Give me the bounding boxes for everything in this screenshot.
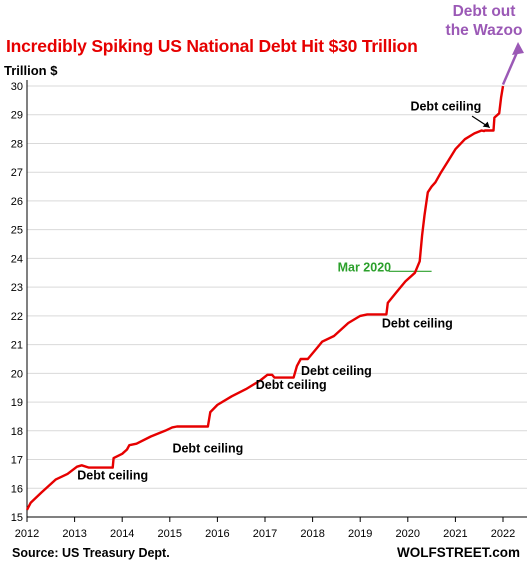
arrows: [471, 42, 524, 129]
debt-ceiling-arrow-head: [482, 121, 490, 128]
source-note: Source: US Treasury Dept.: [12, 546, 170, 560]
grid-lines: [27, 85, 527, 518]
y-tick-label-20: 20: [11, 368, 23, 380]
x-tick-label-2013: 2013: [62, 528, 86, 540]
x-tick-label-2017: 2017: [253, 528, 277, 540]
debt-wazoo-callout: Debt out the Wazoo: [440, 2, 528, 40]
x-tick-label-2012: 2012: [15, 528, 39, 540]
y-tick-label-21: 21: [11, 340, 23, 352]
annotation-debt-ceiling-3: Debt ceiling: [301, 364, 372, 378]
y-tick-label-26: 26: [11, 196, 23, 208]
x-tick-label-2021: 2021: [443, 528, 467, 540]
x-tick-label-2015: 2015: [158, 528, 182, 540]
y-axis: 15 16 17 18 19 20 21 22 23 24 25 26 27 28 29 30: [11, 80, 28, 524]
brand-logo-text: WOLFSTREET.com: [396, 545, 520, 560]
y-tick-label-29: 29: [11, 110, 23, 122]
y-tick-label-30: 30: [11, 81, 23, 93]
chart-title: Incredibly Spiking US National Debt Hit …: [6, 36, 418, 56]
y-tick-label-15: 15: [11, 512, 23, 524]
y-tick-label-24: 24: [11, 253, 23, 265]
debt-wazoo-text: Debt out the Wazoo: [445, 3, 523, 39]
y-tick-label-27: 27: [11, 167, 23, 179]
annotation-debt-ceiling-0: Debt ceiling: [77, 469, 148, 483]
x-tick-label-2018: 2018: [300, 528, 324, 540]
y-tick-label-25: 25: [11, 225, 23, 237]
annotation-debt-ceiling-5: Debt ceiling: [410, 99, 481, 113]
y-tick-label-18: 18: [11, 426, 23, 438]
x-axis: 2012 2013 2014 2015 2016 2017 2018 2019 2020 2021…: [15, 516, 527, 540]
wazoo-arrow-shaft: [501, 49, 520, 86]
y-tick-label-28: 28: [11, 138, 23, 150]
y-tick-label-17: 17: [11, 455, 23, 467]
x-tick-label-2020: 2020: [396, 528, 420, 540]
wazoo-arrow-head: [512, 42, 524, 55]
series-group: [25, 85, 505, 511]
annotation-debt-ceiling-2: Debt ceiling: [256, 378, 327, 392]
x-tick-label-2022: 2022: [491, 528, 515, 540]
series-line-0: [25, 85, 505, 511]
annotation-debt-ceiling-4: Debt ceiling: [382, 316, 453, 330]
x-tick-label-2019: 2019: [348, 528, 372, 540]
y-tick-label-19: 19: [11, 397, 23, 409]
annotation-mar-2020: Mar 2020: [338, 260, 392, 274]
annotation-debt-ceiling-1: Debt ceiling: [172, 441, 243, 455]
y-axis-label: Trillion $: [4, 63, 58, 78]
y-tick-label-16: 16: [11, 483, 23, 495]
y-tick-label-22: 22: [11, 311, 23, 323]
x-tick-label-2016: 2016: [205, 528, 229, 540]
x-tick-label-2014: 2014: [110, 528, 134, 540]
y-tick-label-23: 23: [11, 282, 23, 294]
